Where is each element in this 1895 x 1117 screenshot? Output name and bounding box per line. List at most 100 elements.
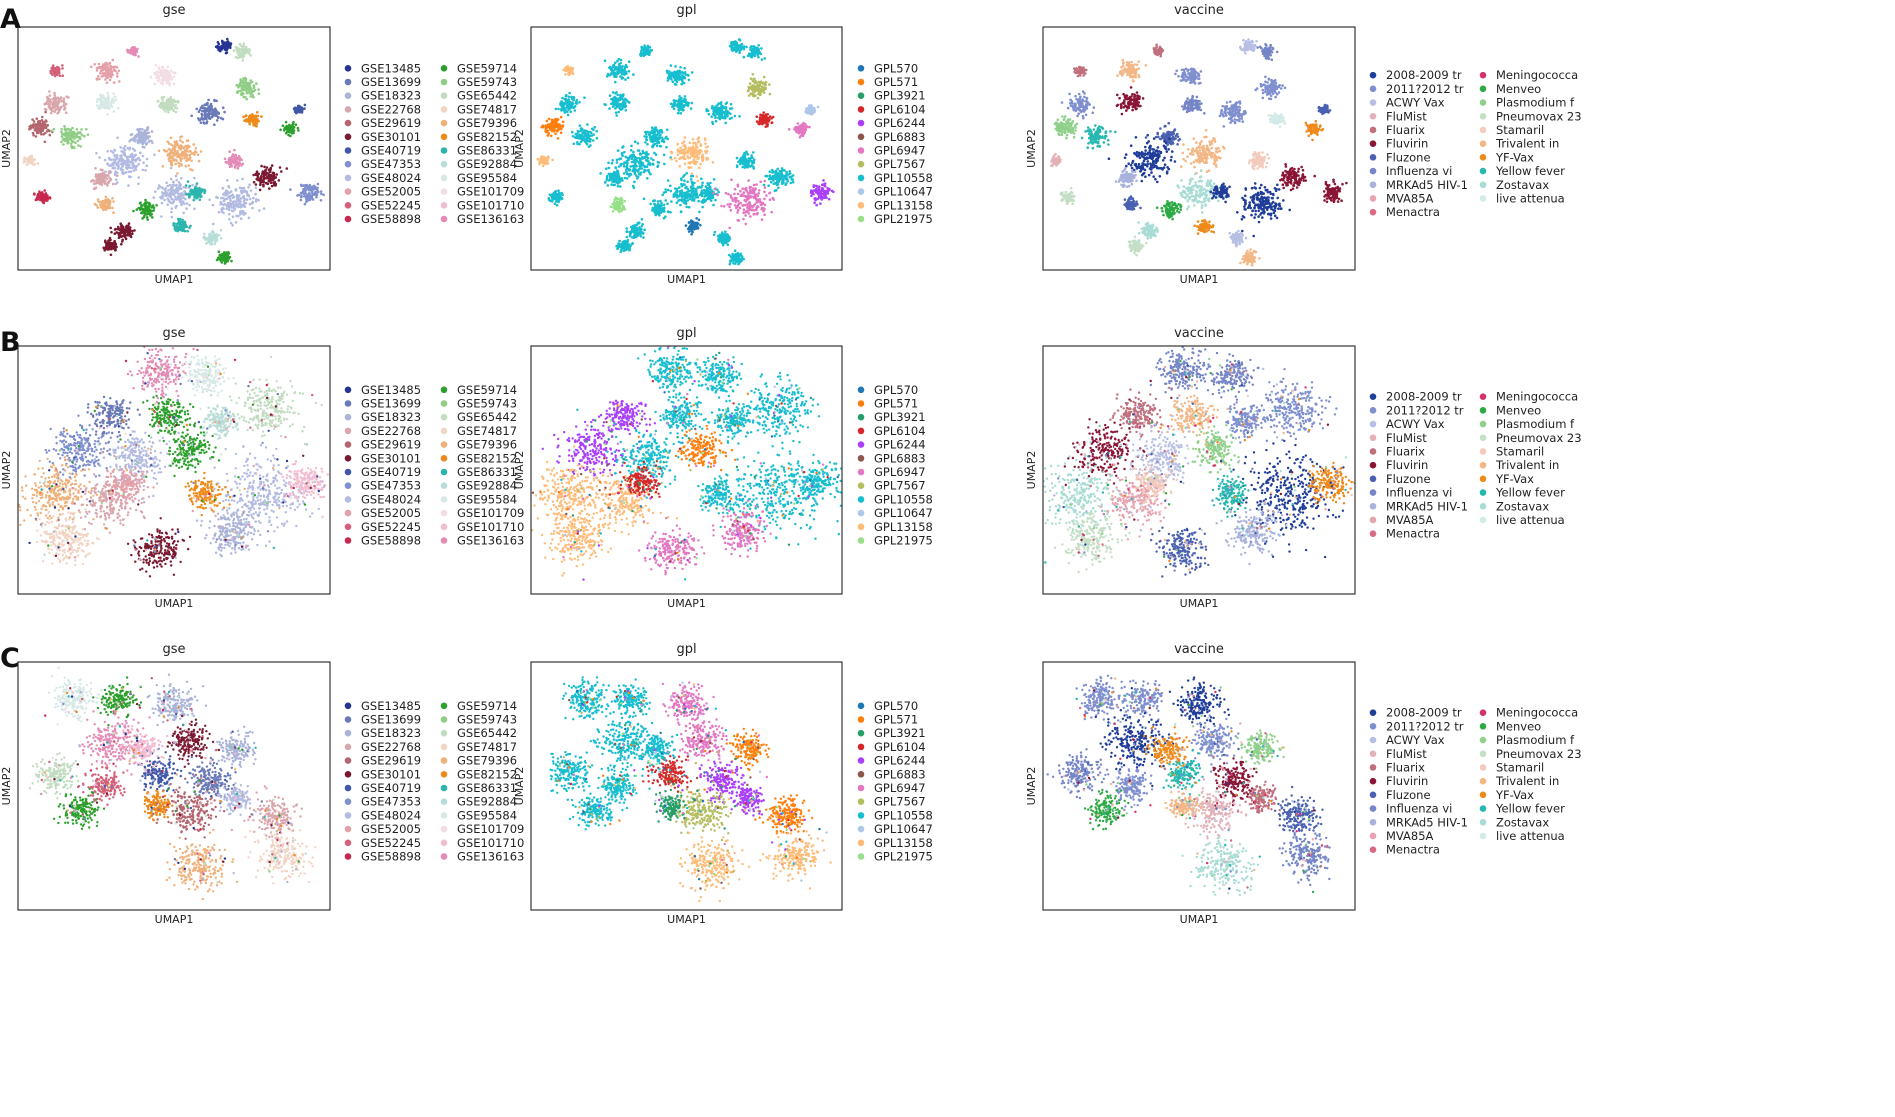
scatter-point [692,153,696,157]
scatter-point [157,78,161,82]
scatter-point [79,145,82,148]
legend-label: GSE29619 [361,116,421,130]
scatter-point [240,191,243,195]
scatter-point [102,74,105,78]
scatter-point [175,198,178,201]
scatter-point [157,66,161,69]
scatter-point [161,196,164,199]
scatter-point [182,146,185,150]
scatter-point [69,128,73,132]
scatter-point [111,151,115,154]
scatter-point [660,131,664,134]
scatter-point [67,137,71,141]
scatter-point [638,152,642,155]
scatter-point [232,159,235,163]
scatter-point [242,199,246,203]
scatter-point [137,182,140,186]
scatter-point [60,99,64,103]
scatter-point [716,112,720,115]
scatter-point [667,77,671,80]
scatter-point [43,140,47,144]
scatter-point [311,187,315,190]
scatter-point [737,160,740,164]
scatter-point [263,177,266,180]
legend-marker [344,147,352,154]
scatter-point [585,134,588,137]
scatter-point [755,89,759,92]
scatter-point [165,70,169,73]
scatter-point [260,164,263,168]
scatter-point [546,133,550,137]
scatter-point [245,97,248,101]
scatter-point [163,73,166,76]
scatter-point [185,192,188,196]
scatter-point [100,205,103,209]
scatter-point [50,129,53,133]
scatter-point [648,132,651,136]
scatter-point [566,110,569,114]
scatter-point [168,183,172,187]
scatter-point [251,94,255,97]
scatter-point [179,192,183,195]
scatter-point [59,105,63,109]
scatter-point [168,152,172,156]
scatter-point [279,128,282,132]
scatter-point [616,70,619,73]
scatter-point [150,205,153,208]
scatter-point [235,156,238,159]
scatter-point [188,203,191,207]
scatter-point [701,158,704,162]
scatter-point [52,127,56,131]
scatter-point [252,89,256,93]
scatter-point [95,77,99,81]
scatter-point [220,39,224,43]
scatter-point [210,105,213,108]
scatter-point [163,198,166,202]
scatter-point [107,239,110,242]
scatter-point [653,136,657,139]
scatter-point [203,112,207,115]
scatter-point [561,120,565,124]
scatter-point [182,226,186,230]
scatter-point [294,108,298,112]
scatter-point [724,121,727,125]
scatter-point [762,90,765,93]
scatter-point [98,182,101,185]
scatter-point [174,174,178,178]
scatter-point [181,140,184,144]
scatter-point [739,44,743,47]
scatter-point [144,198,147,202]
scatter-point [262,184,265,188]
scatter-point [226,179,229,182]
scatter-point [53,74,57,78]
scatter-point [129,170,133,173]
scatter-point [754,94,757,97]
scatter-point [249,79,253,82]
scatter-point [231,215,235,218]
scatter-point [53,94,57,97]
scatter-point [673,76,676,80]
scatter-point [165,181,168,184]
scatter-point [571,130,574,134]
scatter-point [704,142,707,145]
scatter-point [639,158,642,162]
scatter-point [176,142,179,146]
scatter-point [128,155,132,159]
scatter-point [766,124,769,128]
scatter-point [105,101,108,104]
scatter-point [167,142,171,145]
scatter-point [661,139,665,143]
scatter-point [167,75,171,79]
scatter-point [650,48,653,52]
scatter-point [252,180,256,184]
scatter-point [132,169,136,172]
scatter-point [222,193,225,196]
y-axis-label: UMAP2 [0,129,13,168]
scatter-point [755,84,758,87]
scatter-point [171,156,174,160]
scatter-point [228,255,232,259]
scatter-point [105,177,109,181]
scatter-point [238,162,242,165]
scatter-point [143,129,147,132]
scatter-point [146,218,149,221]
